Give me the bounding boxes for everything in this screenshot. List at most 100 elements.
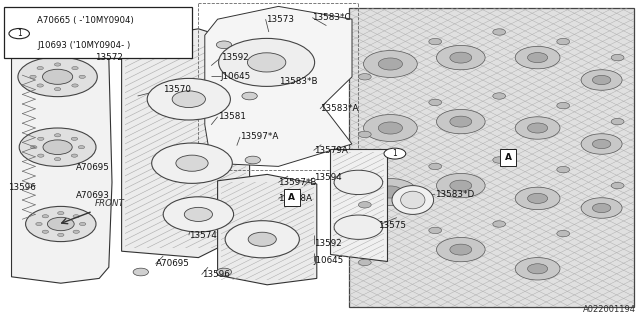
Circle shape bbox=[79, 75, 85, 78]
Circle shape bbox=[248, 232, 276, 246]
Circle shape bbox=[184, 207, 212, 221]
Text: A70695: A70695 bbox=[156, 260, 189, 268]
Circle shape bbox=[216, 41, 232, 49]
Text: 13575: 13575 bbox=[378, 221, 406, 230]
Polygon shape bbox=[205, 6, 352, 166]
Circle shape bbox=[557, 230, 570, 237]
Circle shape bbox=[515, 187, 560, 210]
Circle shape bbox=[436, 45, 485, 70]
Circle shape bbox=[71, 137, 77, 140]
Circle shape bbox=[515, 46, 560, 69]
Circle shape bbox=[515, 117, 560, 139]
Circle shape bbox=[26, 206, 96, 242]
Circle shape bbox=[58, 212, 64, 215]
Circle shape bbox=[31, 146, 37, 149]
Circle shape bbox=[79, 222, 86, 226]
Circle shape bbox=[38, 137, 44, 140]
Circle shape bbox=[581, 198, 622, 218]
Circle shape bbox=[37, 67, 44, 70]
Circle shape bbox=[358, 131, 371, 138]
Text: 13597*A: 13597*A bbox=[240, 132, 278, 141]
Bar bbox=[349, 8, 634, 307]
Circle shape bbox=[147, 78, 230, 120]
Circle shape bbox=[581, 70, 622, 90]
Ellipse shape bbox=[392, 186, 434, 214]
Circle shape bbox=[216, 268, 232, 276]
Circle shape bbox=[527, 123, 548, 133]
Circle shape bbox=[450, 180, 472, 191]
Circle shape bbox=[225, 221, 300, 258]
Circle shape bbox=[248, 53, 286, 72]
Circle shape bbox=[9, 28, 29, 39]
Text: 13596: 13596 bbox=[202, 270, 229, 279]
Circle shape bbox=[38, 154, 44, 157]
Circle shape bbox=[515, 258, 560, 280]
Text: 1: 1 bbox=[392, 149, 397, 158]
Text: J10645: J10645 bbox=[314, 256, 344, 265]
Circle shape bbox=[19, 128, 96, 166]
Circle shape bbox=[364, 179, 417, 205]
Text: A70665 ( -'10MY0904): A70665 ( -'10MY0904) bbox=[37, 16, 134, 25]
Circle shape bbox=[436, 173, 485, 198]
Circle shape bbox=[152, 143, 232, 183]
Text: 13592: 13592 bbox=[314, 239, 341, 248]
Circle shape bbox=[429, 99, 442, 106]
Circle shape bbox=[54, 63, 61, 66]
Text: 13597*B: 13597*B bbox=[278, 178, 317, 187]
Circle shape bbox=[242, 92, 257, 100]
Text: J10645: J10645 bbox=[221, 72, 251, 81]
Text: J10693 ('10MY0904- ): J10693 ('10MY0904- ) bbox=[37, 41, 131, 50]
FancyBboxPatch shape bbox=[500, 149, 516, 166]
Ellipse shape bbox=[401, 191, 425, 209]
Circle shape bbox=[358, 259, 371, 266]
Circle shape bbox=[450, 52, 472, 63]
Circle shape bbox=[364, 51, 417, 77]
Polygon shape bbox=[122, 29, 250, 258]
Circle shape bbox=[429, 38, 442, 45]
Circle shape bbox=[358, 74, 371, 80]
Circle shape bbox=[378, 58, 403, 70]
Circle shape bbox=[133, 41, 148, 49]
Circle shape bbox=[557, 38, 570, 45]
Circle shape bbox=[30, 75, 36, 78]
Circle shape bbox=[42, 215, 49, 218]
Circle shape bbox=[593, 204, 611, 212]
Circle shape bbox=[429, 163, 442, 170]
Text: A022001194: A022001194 bbox=[582, 305, 636, 314]
Circle shape bbox=[172, 91, 205, 108]
Circle shape bbox=[557, 166, 570, 173]
Circle shape bbox=[527, 193, 548, 204]
Text: 13588A: 13588A bbox=[278, 194, 312, 203]
Text: 13583*A: 13583*A bbox=[320, 104, 358, 113]
Circle shape bbox=[36, 222, 42, 226]
Circle shape bbox=[611, 54, 624, 61]
Circle shape bbox=[176, 155, 208, 171]
Circle shape bbox=[47, 217, 74, 231]
Circle shape bbox=[58, 233, 64, 236]
Circle shape bbox=[436, 109, 485, 134]
Circle shape bbox=[493, 29, 506, 35]
Text: 13581: 13581 bbox=[218, 112, 246, 121]
Text: 13579A: 13579A bbox=[314, 146, 348, 155]
Circle shape bbox=[54, 157, 61, 161]
Text: A70695: A70695 bbox=[76, 163, 109, 172]
Circle shape bbox=[384, 148, 406, 159]
Text: 13583*C: 13583*C bbox=[312, 13, 351, 22]
Circle shape bbox=[493, 221, 506, 227]
Text: 13574: 13574 bbox=[189, 231, 217, 240]
Circle shape bbox=[581, 134, 622, 154]
Circle shape bbox=[72, 84, 78, 87]
Text: 13583*D: 13583*D bbox=[435, 190, 474, 199]
FancyBboxPatch shape bbox=[4, 7, 192, 58]
Text: 13592: 13592 bbox=[221, 53, 248, 62]
Circle shape bbox=[133, 268, 148, 276]
Polygon shape bbox=[330, 149, 387, 261]
Circle shape bbox=[378, 122, 403, 134]
Text: 1: 1 bbox=[17, 29, 22, 38]
Circle shape bbox=[42, 69, 73, 84]
Circle shape bbox=[611, 118, 624, 125]
Circle shape bbox=[71, 154, 77, 157]
Circle shape bbox=[54, 87, 61, 91]
Circle shape bbox=[527, 264, 548, 274]
Circle shape bbox=[163, 197, 234, 232]
